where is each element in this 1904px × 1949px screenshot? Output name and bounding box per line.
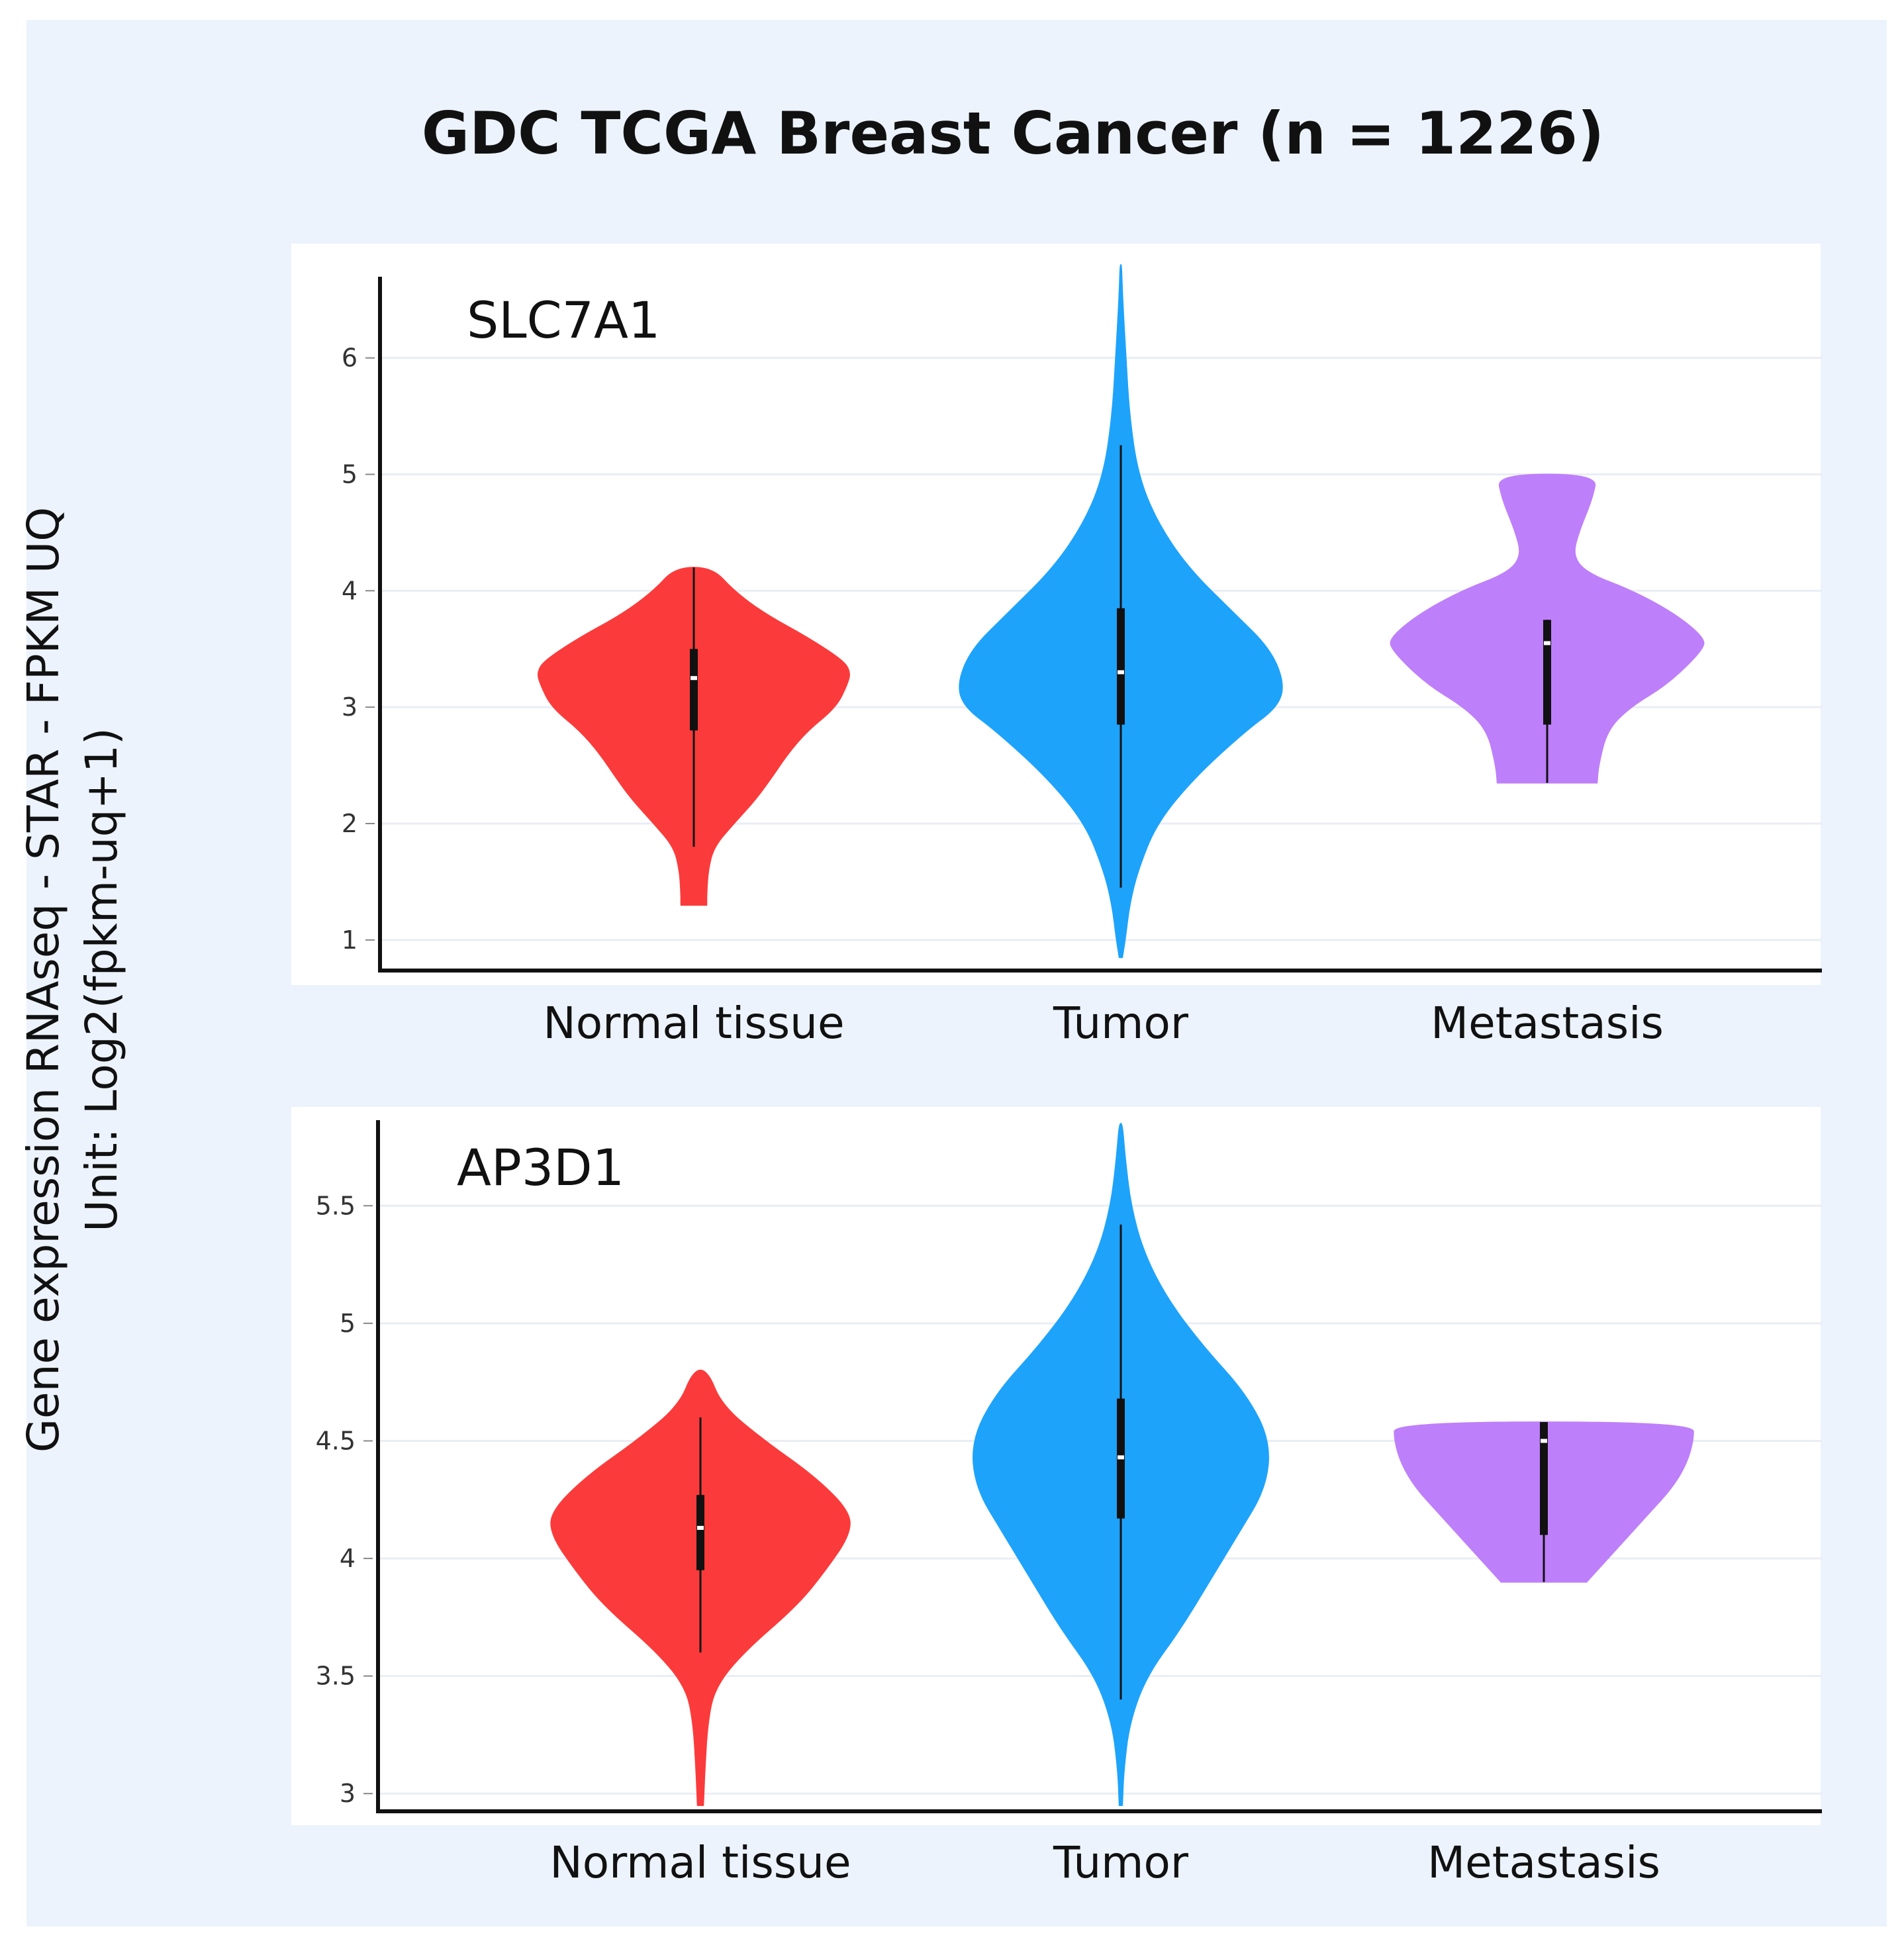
x-category-label: Normal tissue (549, 1837, 851, 1888)
gene-label: SLC7A1 (467, 291, 660, 350)
gene-label: AP3D1 (457, 1138, 624, 1197)
panel-slc7a1: 1 2 3 4 5 6 Normal tissue Tumor Metastasis SLC7A1 (291, 244, 1822, 1049)
y-tick-label: 4 (340, 1544, 356, 1573)
median-normal-tissue (690, 676, 697, 681)
y-tick-label: 3.5 (316, 1662, 356, 1691)
x-category-label: Tumor (1053, 998, 1189, 1049)
iqr-box-metastasis (1543, 620, 1551, 725)
y-tick-label: 5 (340, 1309, 356, 1338)
y-tick-label: 4.5 (316, 1426, 356, 1455)
iqr-box-normal-tissue (690, 649, 698, 731)
y-tick-label: 5.5 (316, 1191, 356, 1220)
iqr-box-tumor (1117, 608, 1125, 725)
chart-title: GDC TCGA Breast Cancer (n = 1226) (421, 99, 1605, 167)
x-category-label: Metastasis (1431, 998, 1664, 1049)
y-tick-label: 1 (342, 926, 357, 955)
x-category-label: Normal tissue (543, 998, 844, 1049)
x-category-label: Tumor (1053, 1837, 1189, 1888)
y-tick-label: 2 (342, 809, 357, 838)
iqr-box-normal-tissue (696, 1495, 704, 1570)
y-tick-label: 4 (342, 576, 357, 605)
y-tick-label: 5 (342, 460, 357, 489)
median-tumor (1118, 1455, 1124, 1460)
panel-ap3d1: 3 3.5 4 4.5 5 5.5 Normal tissue Tumor Metastasis… (291, 1107, 1822, 1888)
median-tumor (1118, 670, 1124, 675)
y-tick-label: 3 (342, 692, 357, 722)
x-category-label: Metastasis (1427, 1837, 1660, 1888)
y-tick-label: 3 (340, 1779, 356, 1808)
median-metastasis (1544, 641, 1550, 645)
median-metastasis (1541, 1439, 1547, 1443)
median-normal-tissue (697, 1525, 704, 1530)
y-tick-label: 6 (342, 344, 357, 373)
iqr-box-metastasis (1540, 1422, 1548, 1535)
